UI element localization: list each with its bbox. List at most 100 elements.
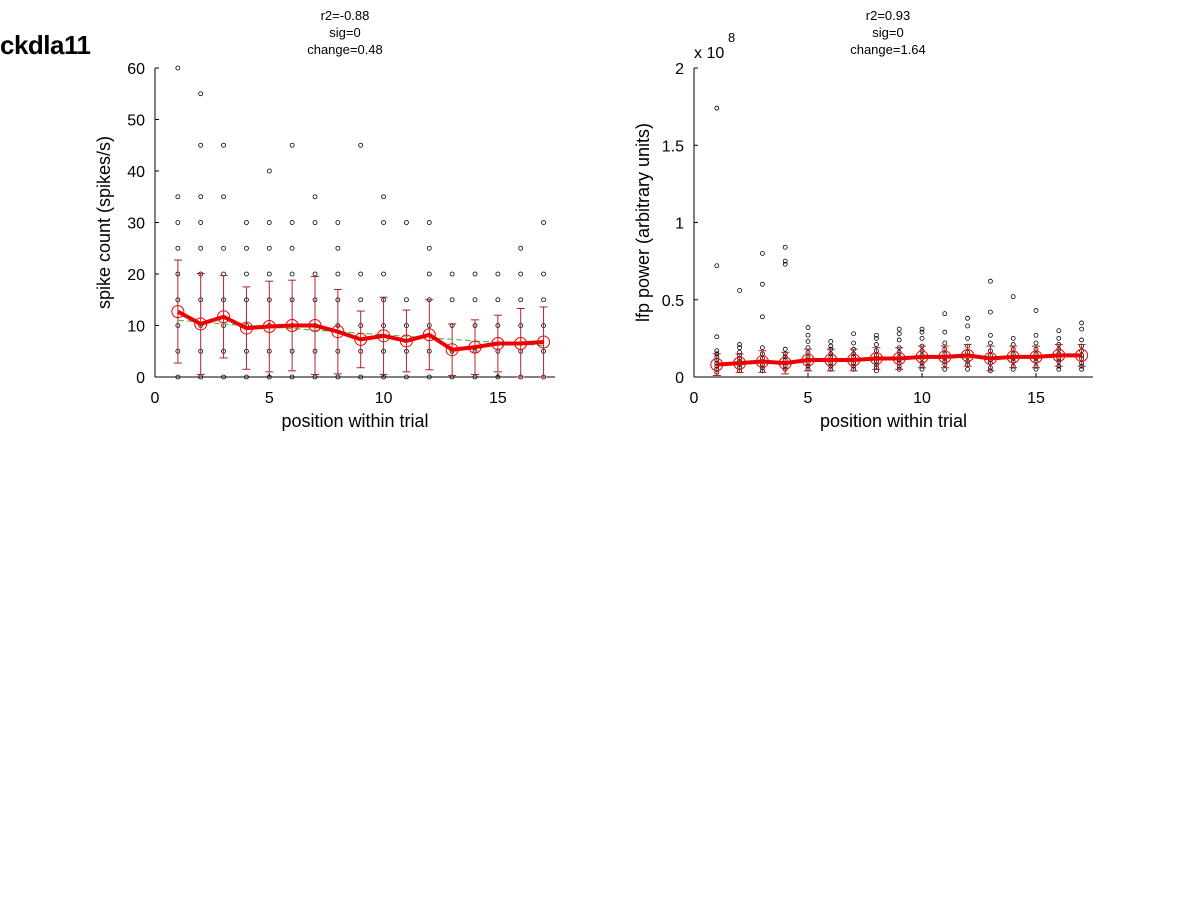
data-point: [714, 263, 720, 269]
y-exponent-power: 8: [728, 30, 735, 45]
chart-panel-spike-count: r2=-0.88 sig=0 change=0.48 0 5 10 15 0 10 20 30 40 5…: [94, 8, 555, 431]
mean-marker: [468, 340, 482, 354]
data-point: [737, 345, 742, 351]
mean-marker: [869, 351, 883, 365]
data-point: [896, 337, 902, 343]
data-point: [942, 329, 948, 335]
data-point: [1033, 340, 1039, 346]
data-point: [381, 271, 386, 277]
data-point: [175, 374, 181, 380]
data-point: [896, 331, 902, 337]
data-point: [312, 271, 318, 277]
data-point: [244, 220, 249, 225]
data-point: [198, 374, 204, 380]
mean-marker: [1006, 350, 1020, 364]
stats-line-1: sig=0: [329, 25, 360, 40]
mean-marker: [1052, 348, 1066, 362]
data-point: [760, 314, 765, 320]
data-point: [426, 220, 432, 225]
x-axis-label: position within trial: [281, 411, 428, 431]
data-point: [828, 339, 834, 344]
data-point: [266, 374, 272, 380]
data-point: [289, 245, 295, 251]
x-tick-label: 15: [1027, 390, 1045, 407]
y-tick-label: 0: [136, 370, 145, 387]
mean-marker: [445, 343, 459, 357]
data-point: [1079, 326, 1084, 332]
data-point: [737, 288, 742, 293]
data-point: [518, 245, 524, 251]
data-point: [760, 345, 765, 351]
mean-marker: [239, 321, 253, 335]
data-point: [381, 194, 386, 200]
data-point: [714, 105, 720, 111]
mean-marker: [847, 353, 861, 367]
data-point: [312, 194, 318, 200]
mean-marker: [331, 325, 345, 339]
x-tick-label: 5: [804, 390, 813, 407]
mean-marker: [755, 355, 769, 369]
x-tick-label: 0: [690, 390, 699, 407]
data-point: [1079, 320, 1084, 326]
data-point: [1079, 337, 1084, 343]
data-point: [541, 297, 546, 303]
data-point: [965, 335, 970, 341]
data-point: [358, 374, 364, 380]
data-point: [175, 220, 181, 225]
data-point: [874, 332, 879, 338]
data-point: [760, 250, 765, 256]
y-tick-label: 10: [127, 319, 145, 336]
data-point: [244, 245, 249, 251]
data-point: [404, 297, 409, 303]
data-point: [198, 91, 204, 97]
x-tick-label: 10: [375, 390, 393, 407]
data-point: [541, 220, 546, 225]
data-point: [1079, 366, 1084, 372]
data-point: [714, 334, 720, 340]
data-point: [782, 244, 788, 250]
data-point: [782, 346, 788, 352]
y-tick-label: 0.5: [662, 293, 684, 310]
data-point: [988, 278, 993, 284]
data-point: [426, 271, 432, 277]
data-point: [760, 281, 765, 287]
data-point: [1010, 294, 1016, 300]
mean-line: [176, 309, 544, 352]
mean-marker: [262, 320, 276, 334]
data-point: [381, 220, 386, 225]
data-point: [851, 340, 856, 346]
data-point: [426, 374, 432, 380]
data-point: [942, 311, 948, 317]
data-point: [289, 142, 295, 148]
data-point: [449, 271, 455, 277]
mean-marker: [824, 353, 838, 367]
data-point: [198, 245, 204, 251]
y-tick-label: 1.5: [662, 138, 684, 155]
data-point: [221, 374, 226, 380]
x-tick-label: 0: [151, 390, 160, 407]
data-point: [472, 271, 478, 277]
y-axis-label: spike count (spikes/s): [94, 136, 114, 309]
data-point: [828, 343, 834, 349]
data-point: [472, 297, 478, 303]
data-point: [988, 309, 993, 315]
data-point: [198, 194, 204, 200]
mean-line: [716, 353, 1082, 367]
data-point: [874, 342, 879, 347]
mean-marker: [514, 337, 528, 351]
data-point: [358, 142, 364, 148]
data-point: [965, 366, 970, 372]
data-point: [541, 271, 546, 277]
y-tick-label: 20: [127, 267, 145, 284]
mean-marker: [961, 348, 975, 362]
data-point: [175, 194, 181, 200]
data-point: [335, 245, 341, 251]
y-tick-label: 30: [127, 216, 145, 233]
data-point: [289, 271, 295, 277]
data-point: [851, 331, 856, 337]
mean-marker: [491, 337, 505, 351]
data-point: [266, 245, 272, 251]
mean-marker: [194, 317, 208, 331]
data-point: [805, 332, 811, 338]
data-point: [198, 142, 204, 148]
